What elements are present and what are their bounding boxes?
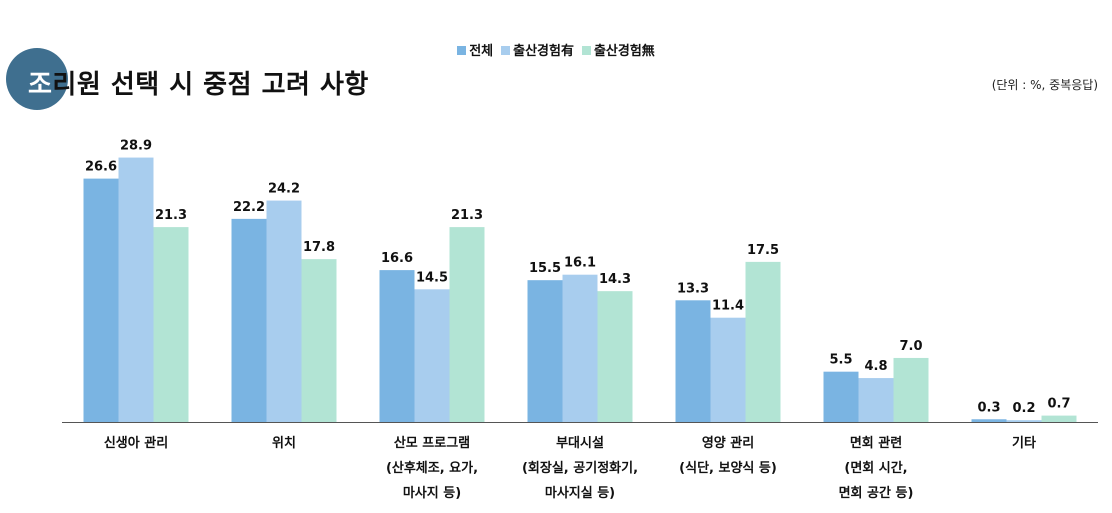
legend-swatch [457, 46, 467, 55]
bar [231, 218, 267, 422]
category-label: 산모 프로그램 [394, 435, 470, 451]
data-label: 22.2 [233, 200, 265, 215]
category-label: (식단, 보양식 등) [679, 460, 777, 476]
category-label: 면회 관련 [850, 435, 902, 451]
legend-item: 출산경험有 [501, 40, 574, 59]
data-label: 13.3 [677, 281, 709, 296]
data-label: 16.1 [564, 256, 596, 271]
data-label: 4.8 [864, 359, 887, 374]
legend-label: 전체 [469, 44, 494, 59]
category-label: 위치 [272, 435, 296, 451]
category-label: (산후체조, 요가, [386, 460, 478, 476]
category-label: 면회 공간 등) [839, 485, 914, 501]
data-label: 5.5 [829, 353, 852, 368]
category-label: 신생아 관리 [104, 435, 168, 451]
chart-title-first-char: 조 [28, 70, 53, 100]
bar [266, 200, 302, 422]
data-label: 16.6 [381, 251, 413, 266]
bar [971, 419, 1007, 422]
bar [745, 261, 781, 422]
bar [449, 227, 485, 422]
bar [1041, 415, 1077, 422]
data-label: 21.3 [451, 208, 483, 223]
bar [1006, 420, 1042, 422]
data-label: 0.2 [1012, 401, 1035, 416]
data-label: 14.3 [599, 272, 631, 287]
bar [858, 378, 894, 422]
bar [414, 289, 450, 422]
data-label: 28.9 [120, 139, 152, 154]
bar [83, 178, 119, 422]
chart-title: 조리원 선택 시 중점 고려 사항 [28, 64, 369, 101]
bar [893, 357, 929, 422]
bar [710, 317, 746, 422]
legend-label: 출산경험有 [513, 44, 574, 59]
category-label: 부대시설 [556, 436, 604, 451]
category-label: 마사지 등) [403, 485, 461, 501]
bar [118, 157, 154, 422]
data-label: 7.0 [899, 339, 922, 354]
data-label: 17.5 [747, 243, 779, 258]
unit-note: (단위 : %, 중복응답) [991, 78, 1098, 92]
data-label: 17.8 [303, 240, 335, 255]
data-label: 26.6 [85, 160, 117, 175]
data-label: 21.3 [155, 208, 187, 223]
category-label: 영양 관리 [702, 435, 754, 451]
data-label: 0.3 [977, 400, 1000, 415]
data-label: 0.7 [1047, 397, 1070, 412]
bar [675, 300, 711, 422]
title-circle-decoration [6, 48, 68, 110]
data-label: 15.5 [529, 261, 561, 276]
data-label: 11.4 [712, 299, 744, 314]
category-label: (회장실, 공기정화기, [522, 460, 638, 476]
bar [562, 274, 598, 422]
legend-item: 전체 [457, 40, 493, 59]
category-label: (면회 시간, [844, 460, 907, 476]
legend-label: 출산경험無 [593, 44, 655, 59]
category-label: 마사지실 등) [545, 485, 615, 501]
bar [597, 291, 633, 422]
bar [301, 259, 337, 422]
category-label: 기타 [1012, 435, 1036, 451]
chart-legend: 전체 출산경험有 출산경험無 [0, 40, 1112, 59]
chart-title-rest: 리원 선택 시 중점 고려 사항 [52, 70, 369, 100]
legend-item: 출산경험無 [581, 40, 655, 59]
legend-swatch [501, 46, 511, 55]
bar [153, 227, 189, 422]
bar [527, 280, 563, 422]
bar [823, 371, 859, 422]
data-label: 24.2 [268, 182, 300, 197]
data-label: 14.5 [416, 270, 448, 285]
legend-swatch [581, 46, 591, 55]
bar [379, 270, 415, 422]
